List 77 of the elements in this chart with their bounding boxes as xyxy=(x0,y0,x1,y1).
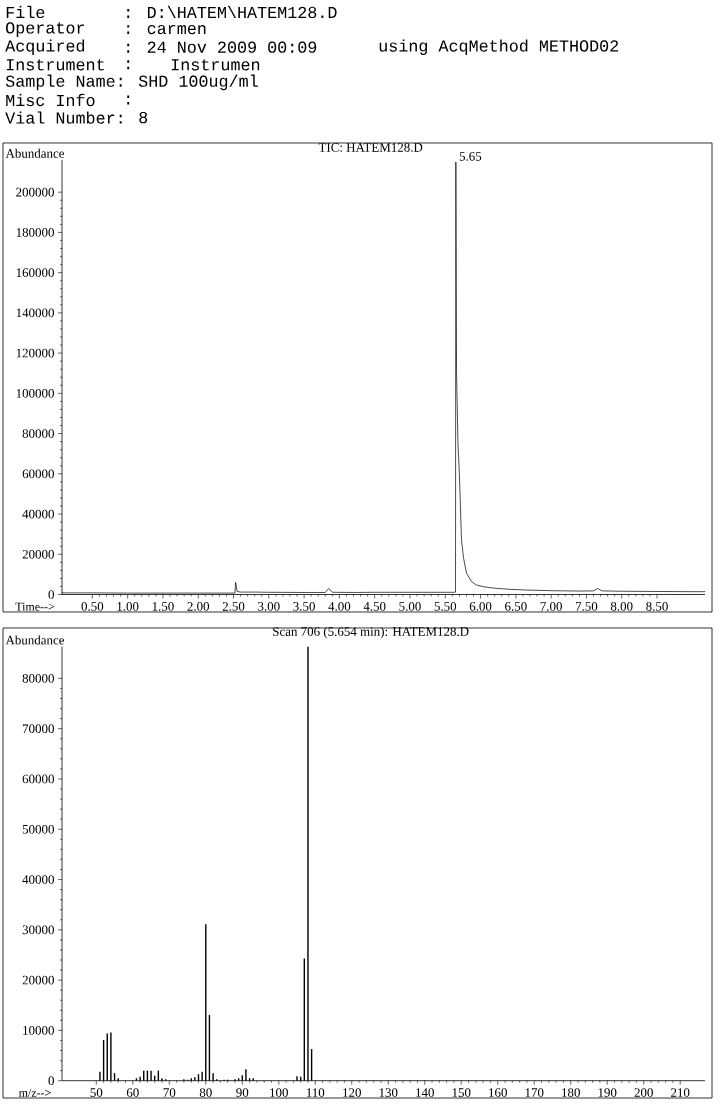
x-tick-label: 7.00 xyxy=(540,602,562,611)
text: : xyxy=(127,95,130,105)
y-tick-label: 70000 xyxy=(22,724,54,734)
x-axis-title: Time--> xyxy=(15,602,55,611)
y-tick-label: 60000 xyxy=(22,774,54,784)
y-tick-label: 80000 xyxy=(22,674,54,683)
x-tick-label: 60 xyxy=(126,1088,139,1097)
x-tick-label: 8.00 xyxy=(610,602,633,611)
text: Sample Name: xyxy=(5,74,122,91)
text: : D:\HATEM\HATEM128.D xyxy=(127,5,337,19)
y-tick-label: 100000 xyxy=(16,388,54,398)
y-tick-label: 140000 xyxy=(16,308,54,318)
x-tick-label: 130 xyxy=(379,1088,398,1097)
x-tick-label: 110 xyxy=(306,1088,325,1097)
x-tick-label: 4.00 xyxy=(328,602,351,611)
x-tick-label: 2.50 xyxy=(222,602,245,611)
x-tick-label: 70 xyxy=(163,1088,176,1097)
x-tick-label: 200 xyxy=(634,1088,653,1097)
x-tick-label: 190 xyxy=(598,1088,617,1097)
text: Instrumen xyxy=(171,59,260,71)
x-axis-title: m/z--> xyxy=(18,1088,51,1097)
x-tick-label: 7.50 xyxy=(575,602,598,611)
y-axis-title: Abundance xyxy=(5,635,65,645)
y-tick-label: 0 xyxy=(48,1076,54,1086)
y-tick-label: 40000 xyxy=(22,875,54,884)
text: File xyxy=(6,5,45,19)
x-tick-label: 3.50 xyxy=(293,602,315,611)
x-tick-label: 100 xyxy=(270,1088,288,1097)
x-tick-label: 150 xyxy=(452,1088,471,1097)
y-tick-label: 60000 xyxy=(22,469,54,479)
annotation: 5.65 xyxy=(459,152,482,161)
y-tick-label: 0 xyxy=(48,590,54,599)
text: : xyxy=(127,60,130,70)
x-tick-label: 160 xyxy=(489,1088,507,1097)
text: Instrument xyxy=(6,59,104,71)
x-tick-label: 5.00 xyxy=(399,602,421,611)
y-tick-label: 20000 xyxy=(22,549,54,559)
x-tick-label: 140 xyxy=(416,1088,434,1097)
y-tick-label: 10000 xyxy=(23,1026,54,1035)
chart-title: TIC: HATEM128.D xyxy=(318,143,423,152)
text: Operator xyxy=(6,22,85,37)
x-tick-label: 180 xyxy=(562,1088,580,1097)
x-tick-label: 80 xyxy=(199,1088,212,1097)
x-tick-label: 8.50 xyxy=(646,602,668,611)
text: SHD 100ug/ml xyxy=(138,74,258,91)
text: 8 xyxy=(139,111,148,124)
x-tick-label: 5.50 xyxy=(434,602,457,611)
y-tick-label: 80000 xyxy=(22,429,54,438)
y-tick-label: 120000 xyxy=(16,348,54,358)
x-tick-label: 2.00 xyxy=(187,602,210,611)
text: : carmen xyxy=(127,25,206,35)
y-axis-title: Abundance xyxy=(5,148,65,158)
x-tick-label: 210 xyxy=(671,1088,690,1097)
x-tick-label: 1.50 xyxy=(152,602,174,611)
x-tick-label: 170 xyxy=(525,1088,544,1097)
chart-title: Scan 706 (5.654 min): HATEM128.D xyxy=(273,626,469,639)
x-tick-label: 3.00 xyxy=(258,602,280,611)
text: Misc Info xyxy=(6,93,95,107)
y-tick-label: 20000 xyxy=(22,975,54,985)
x-tick-label: 0.50 xyxy=(81,602,104,611)
x-tick-label: 1.00 xyxy=(117,602,139,611)
x-tick-label: 90 xyxy=(236,1088,249,1097)
text: : 24 Nov 2009 00:09 xyxy=(127,41,317,53)
x-tick-label: 6.00 xyxy=(469,602,492,611)
x-tick-label: 120 xyxy=(343,1088,361,1097)
x-tick-label: 4.50 xyxy=(363,602,386,611)
y-tick-label: 160000 xyxy=(16,268,54,278)
y-tick-label: 50000 xyxy=(22,824,54,834)
y-tick-label: 200000 xyxy=(16,187,54,197)
x-tick-label: 50 xyxy=(90,1088,103,1097)
text: Vial Number: xyxy=(5,111,122,124)
text: using AcqMethod METHOD02 xyxy=(379,39,619,55)
y-tick-label: 40000 xyxy=(22,509,54,519)
y-tick-label: 30000 xyxy=(22,925,54,935)
x-tick-label: 6.50 xyxy=(505,602,527,611)
text: Acquired xyxy=(5,39,85,55)
y-tick-label: 180000 xyxy=(16,228,54,237)
